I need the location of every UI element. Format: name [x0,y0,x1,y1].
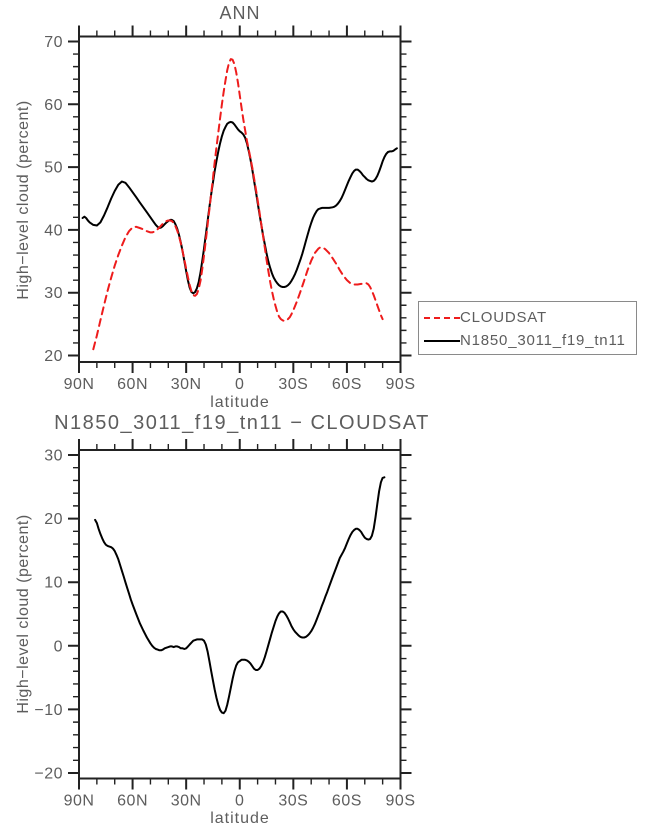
y-tick-label: 50 [44,160,63,177]
x-tick-label: 60S [332,793,362,810]
plot-frame [78,35,402,363]
y-tick-label: 30 [44,448,63,465]
x-tick-label: 90N [64,376,95,393]
y-tick-label: 10 [44,575,63,592]
major-ticks [68,439,412,790]
x-tick-label: 30N [171,793,202,810]
y-tick-label: 20 [44,511,63,528]
x-tick-label: 0 [235,793,244,810]
x-tick-label: 30N [171,376,202,393]
x-tick-label: 90S [386,793,416,810]
x-tick-label: 90S [386,376,416,393]
x-tick-label: 60S [332,376,362,393]
series-n1850-3011-f19-tn11 [81,120,398,295]
y-tick-label: 40 [44,222,63,239]
bottom-chart-title: N1850_3011_f19_tn11 − CLOUDSAT [54,412,430,434]
major-ticks [68,25,412,373]
x-tick-labels: 90N 60N 30N 0 30S 60S 90S [64,793,416,810]
x-tick-label: 0 [235,376,244,393]
series-n1850-3011-f19-tn11-minus-cloudsat [94,476,386,715]
x-tick-labels: 90N 60N 30N 0 30S 60S 90S [64,376,416,393]
top-chart-xaxis-label: latitude [210,394,270,411]
y-tick-label: 30 [44,285,63,302]
y-tick-labels: −20 −10 0 10 20 30 [34,448,63,783]
chart-1: 90N 60N 30N 0 30S 60S 90S −20 −10 0 10 20 30 [34,439,415,810]
legend: CLOUDSAT N1850_3011_f19_tn11 [418,301,637,355]
y-tick-labels: 20 30 40 50 60 70 [44,34,63,365]
cloudsat-line-sample [424,316,460,319]
legend-entry-model: N1850_3011_f19_tn11 [424,329,636,352]
chart-0: 90N 60N 30N 0 30S 60S 90S 20 30 40 50 60 70 [44,25,416,393]
x-tick-label: 30S [278,793,308,810]
series-cloudsat [92,58,384,351]
y-tick-label: 60 [44,97,63,114]
model-line-sample [424,339,460,342]
bottom-chart-xaxis-label: latitude [210,810,270,827]
x-tick-label: 90N [64,793,95,810]
y-tick-label: −20 [34,766,63,783]
minor-ticks [73,30,407,368]
plot-frame [78,449,402,780]
bottom-chart-yaxis-label: High−level cloud (percent) [15,514,32,714]
x-tick-label: 60N [117,376,148,393]
y-tick-label: 70 [44,34,63,51]
minor-ticks [73,444,407,785]
top-chart-yaxis-label: High−level cloud (percent) [15,100,32,300]
legend-entry-cloudsat: CLOUDSAT [424,306,636,329]
y-tick-label: 20 [44,348,63,365]
y-tick-label: 0 [54,638,63,655]
legend-label-model: N1850_3011_f19_tn11 [460,332,626,349]
x-tick-label: 30S [278,376,308,393]
top-chart-title: ANN [219,3,261,23]
x-tick-label: 60N [117,793,148,810]
y-tick-label: −10 [34,702,63,719]
legend-label-cloudsat: CLOUDSAT [460,309,547,326]
